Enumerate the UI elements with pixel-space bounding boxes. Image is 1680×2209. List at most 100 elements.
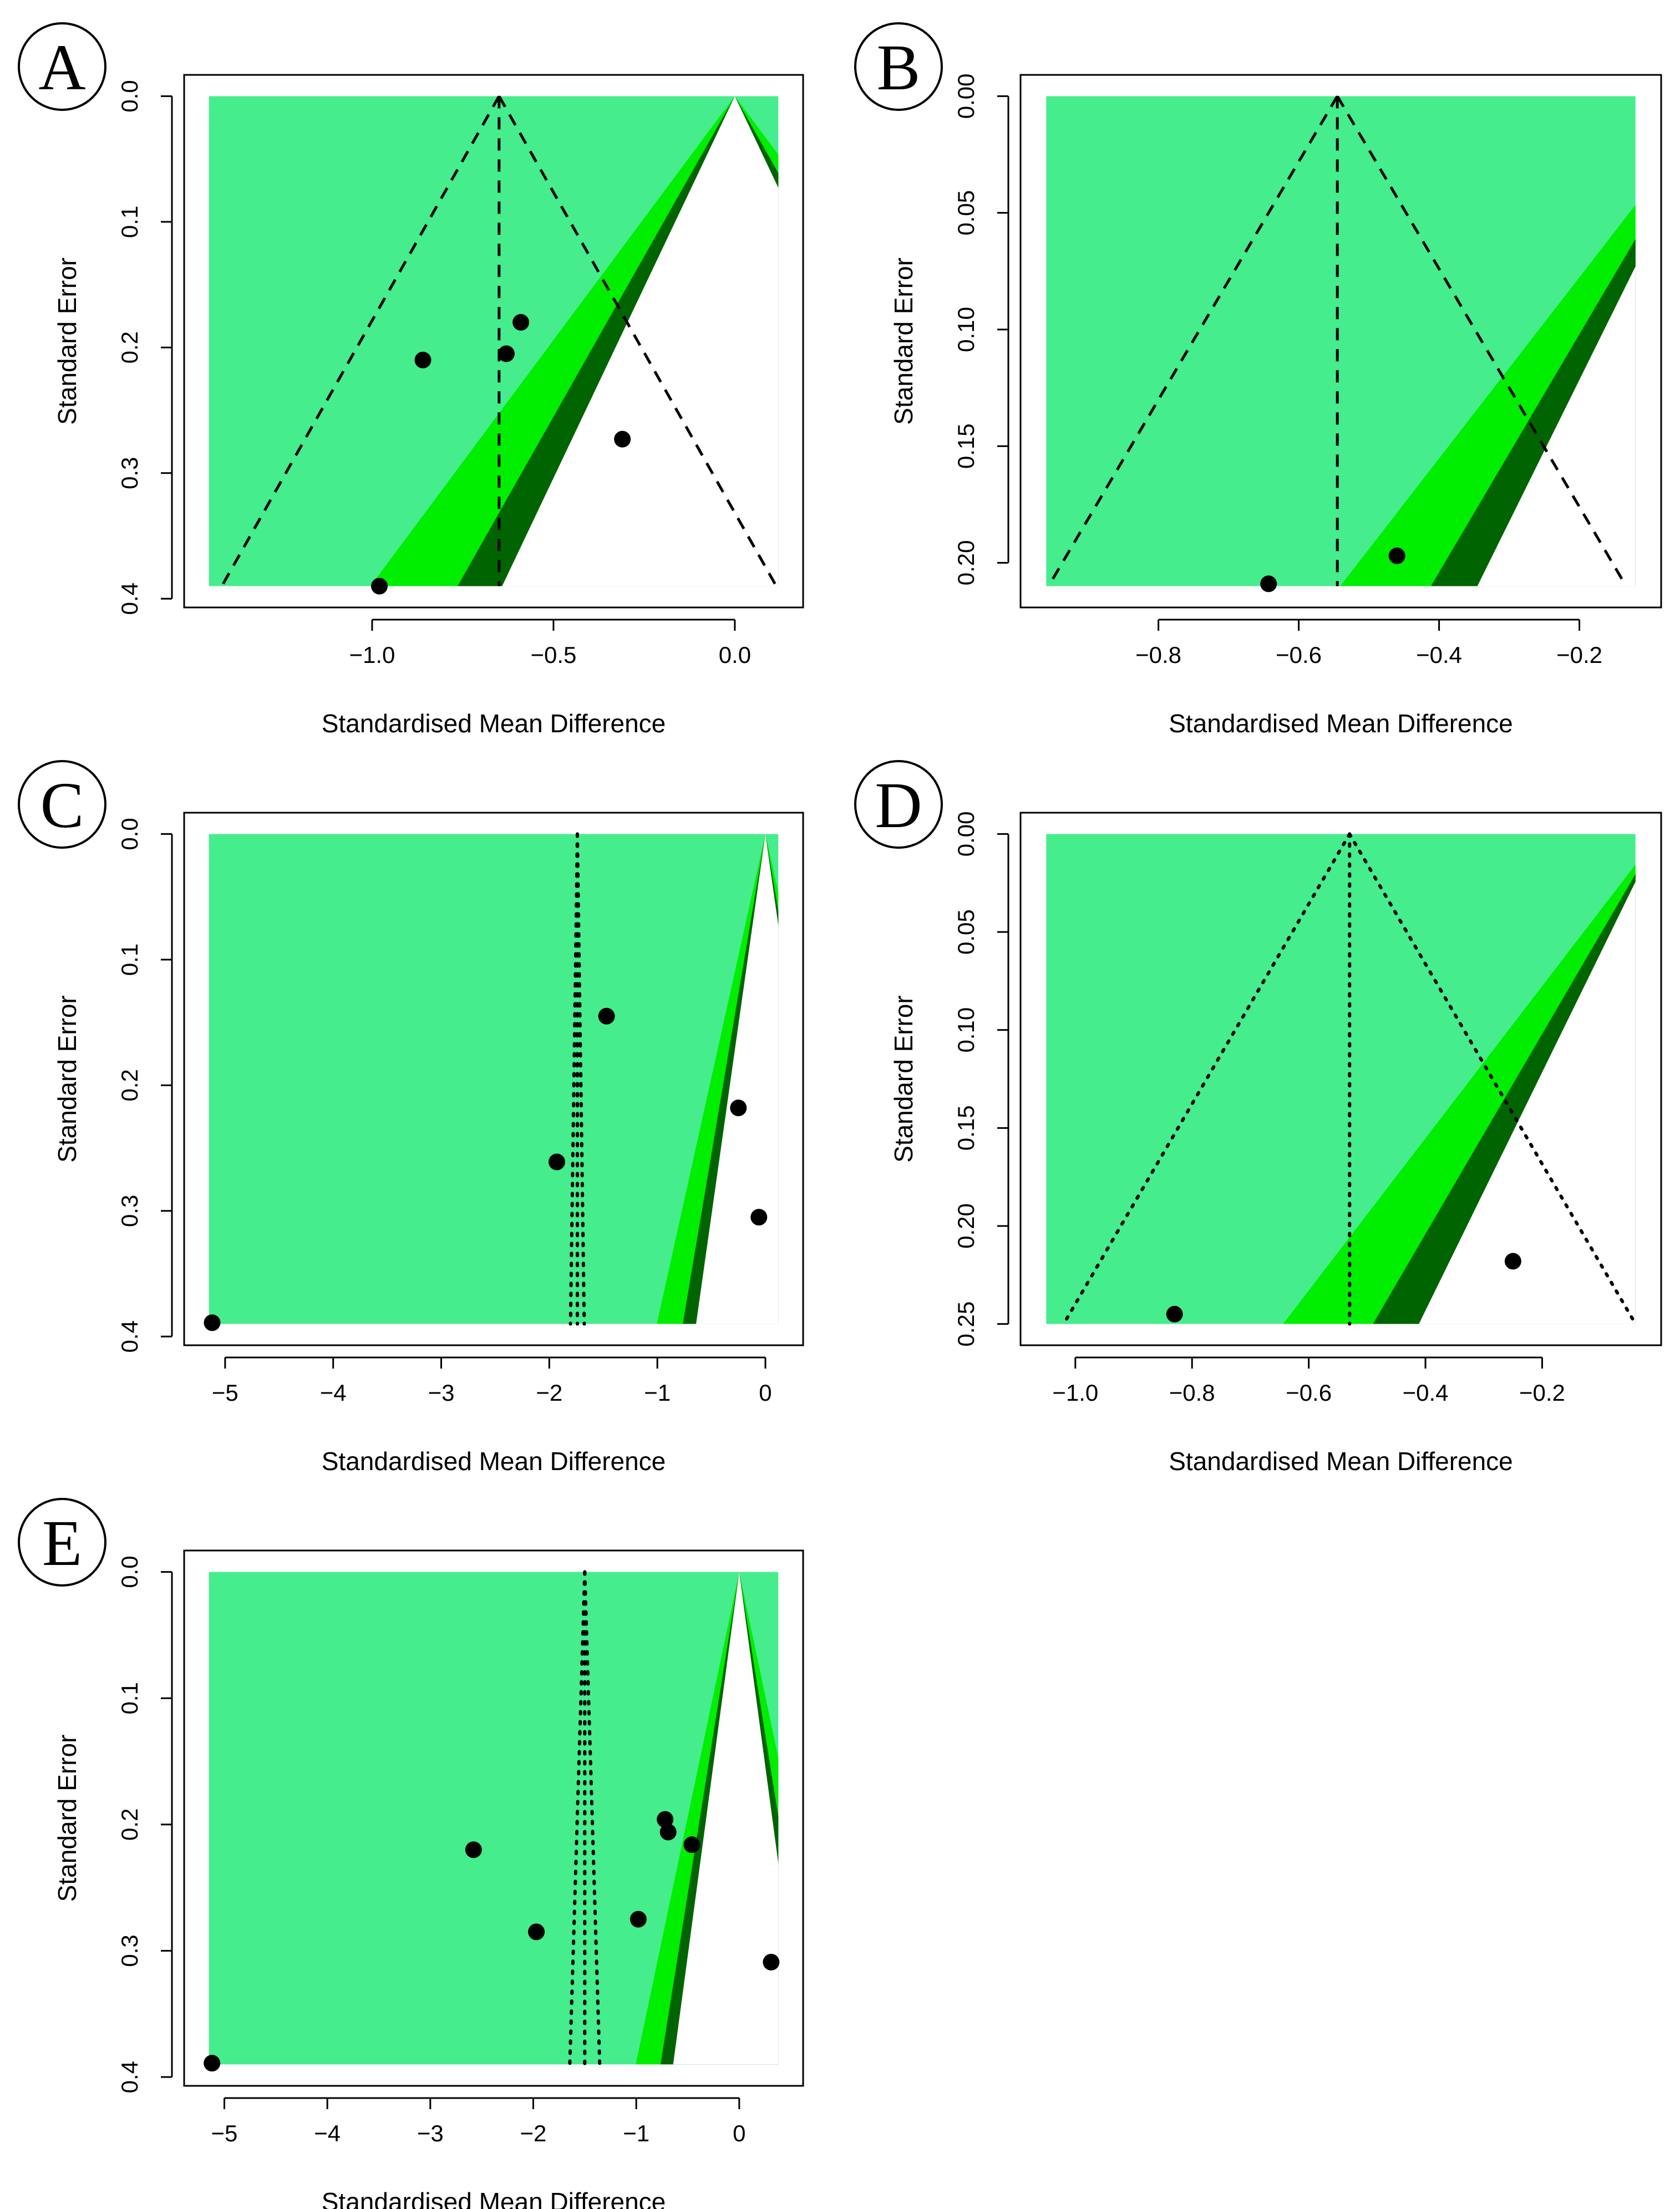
y-axis-title: Standard Error [53, 1735, 82, 1902]
x-tick-label: −2 [536, 1380, 562, 1406]
panel-label-circle [18, 1498, 106, 1587]
x-tick-label: −4 [314, 2120, 341, 2146]
y-tick-label: 0.0 [116, 80, 143, 112]
x-tick-label: −1 [644, 1380, 671, 1406]
x-axis-title: Standardised Mean Difference [322, 709, 666, 738]
funnel-right-line [1348, 832, 1637, 1326]
panel-b: −0.8 −0.6 −0.4 −0.2 Standardised Mean Differ… [854, 22, 1662, 738]
significance-regions [209, 834, 779, 1324]
y-tick-label: 0.05 [953, 190, 979, 236]
axes: −0.8 −0.6 −0.4 −0.2 Standardised Mean Differ… [889, 74, 1662, 738]
y-tick-label: 0.3 [116, 1195, 143, 1227]
study-point [614, 430, 631, 448]
y-axis: 0.0 0.1 0.2 0.3 0.4 Standard Error [53, 1556, 173, 2093]
y-tick-label: 0.25 [953, 1301, 979, 1347]
x-tick-label: −1 [623, 2120, 649, 2146]
x-axis: −1.0 −0.5 0.0 Standardised Mean Difference [322, 619, 751, 738]
funnel-left-line [1062, 832, 1352, 1326]
axes: −1.0 −0.5 0.0 Standardised Mean Difference 0… [53, 74, 804, 738]
y-tick-label: 0.2 [116, 1069, 143, 1101]
study-points [1166, 1253, 1521, 1323]
x-tick-label: −0.8 [1169, 1380, 1215, 1406]
study-point [683, 1836, 701, 1853]
plot-frame [183, 74, 804, 609]
y-tick-label: 0.2 [116, 331, 143, 363]
study-point [630, 1911, 647, 1928]
study-point [414, 351, 432, 368]
panel-label: E [18, 1498, 106, 1587]
y-tick-label: 0.15 [953, 1105, 979, 1151]
x-axis: −5 −4 −3 −2 −1 0 Standardised Mean Difference [211, 2097, 745, 2209]
x-tick-label: −0.4 [1403, 1380, 1449, 1406]
funnel-lines [220, 95, 778, 587]
y-tick-label: 0.15 [953, 423, 979, 469]
study-point [1260, 575, 1277, 592]
study-points [371, 314, 631, 595]
x-tick-label: 0 [733, 2120, 745, 2146]
study-points [1260, 547, 1405, 592]
x-tick-label: −1.0 [1052, 1380, 1098, 1406]
y-axis-title: Standard Error [889, 995, 918, 1163]
x-axis-title: Standardised Mean Difference [322, 2187, 666, 2209]
x-tick-label: −0.6 [1276, 642, 1322, 668]
funnel-left-line [568, 1570, 587, 2066]
panel-label: A [18, 22, 106, 111]
x-tick-label: −0.4 [1416, 642, 1462, 668]
x-tick-label: −5 [211, 2120, 238, 2146]
funnel-right-line [583, 1570, 602, 2066]
y-tick-label: 0.4 [116, 582, 143, 615]
region-p-gt-0.10 [1419, 881, 1636, 1324]
plot-frame [1019, 812, 1662, 1346]
y-axis-title: Standard Error [889, 257, 918, 425]
study-point [657, 1811, 674, 1828]
study-point [598, 1007, 615, 1025]
funnel-left-line [569, 832, 579, 1326]
study-point [548, 1153, 565, 1171]
study-point [465, 1841, 482, 1858]
y-axis: 0.00 0.05 0.10 0.15 0.20 0.25 Standard Error [889, 812, 1009, 1347]
y-tick-label: 0.20 [953, 540, 979, 586]
x-tick-label: −0.6 [1286, 1380, 1332, 1406]
study-point [512, 314, 530, 331]
study-point [1166, 1305, 1183, 1323]
x-tick-label: −0.8 [1135, 642, 1181, 668]
axes: −5 −4 −3 −2 −1 0 Standardised Mean Difference 0… [53, 1549, 804, 2209]
study-point [1504, 1253, 1521, 1270]
panel-label: C [18, 760, 106, 849]
axes: −1.0 −0.8 −0.6 −0.4 −0.2 Standardised Mean Di… [889, 812, 1662, 1476]
plot-frame [183, 812, 804, 1346]
x-tick-label: −1.0 [349, 642, 395, 668]
study-point [1388, 547, 1405, 564]
y-tick-label: 0.00 [953, 812, 979, 857]
significance-regions [209, 96, 779, 586]
study-point [750, 1209, 768, 1226]
region-p-gt-0.10 [673, 1572, 779, 2065]
funnel-lines [1062, 832, 1637, 1326]
y-tick-label: 0.4 [116, 1320, 143, 1352]
panel-c: −5 −4 −3 −2 −1 0 Standardised Mean Difference 0… [18, 760, 804, 1476]
study-point [763, 1954, 780, 1971]
panel-label: D [854, 760, 943, 849]
significance-regions [209, 1572, 779, 2065]
panel-label-letter: D [875, 769, 922, 842]
y-tick-label: 0.20 [953, 1203, 979, 1249]
panel-label-letter: E [42, 1507, 82, 1579]
region-p-gt-0.10 [1477, 266, 1636, 586]
funnel-lines [569, 832, 586, 1326]
x-axis: −0.8 −0.6 −0.4 −0.2 Standardised Mean Differ… [1135, 619, 1602, 738]
panel-label-letter: C [40, 769, 84, 842]
y-tick-label: 0.3 [116, 457, 143, 489]
panel-label-letter: B [877, 31, 921, 104]
y-tick-label: 0.4 [116, 2061, 143, 2093]
axes: −5 −4 −3 −2 −1 0 Standardised Mean Difference 0… [53, 812, 804, 1476]
panel-d: −1.0 −0.8 −0.6 −0.4 −0.2 Standardised Mean Di… [854, 760, 1662, 1476]
y-axis: 0.0 0.1 0.2 0.3 0.4 Standard Error [53, 80, 173, 615]
y-tick-label: 0.1 [116, 944, 143, 976]
x-axis-title: Standardised Mean Difference [322, 1447, 666, 1476]
panel-label-circle [18, 760, 106, 849]
significance-regions [1046, 96, 1636, 586]
x-tick-label: −3 [428, 1380, 455, 1406]
study-point [528, 1923, 545, 1941]
y-axis: 0.00 0.05 0.10 0.15 0.20 Standard Error [889, 74, 1009, 586]
panel-e: −5 −4 −3 −2 −1 0 Standardised Mean Difference 0… [18, 1498, 804, 2209]
